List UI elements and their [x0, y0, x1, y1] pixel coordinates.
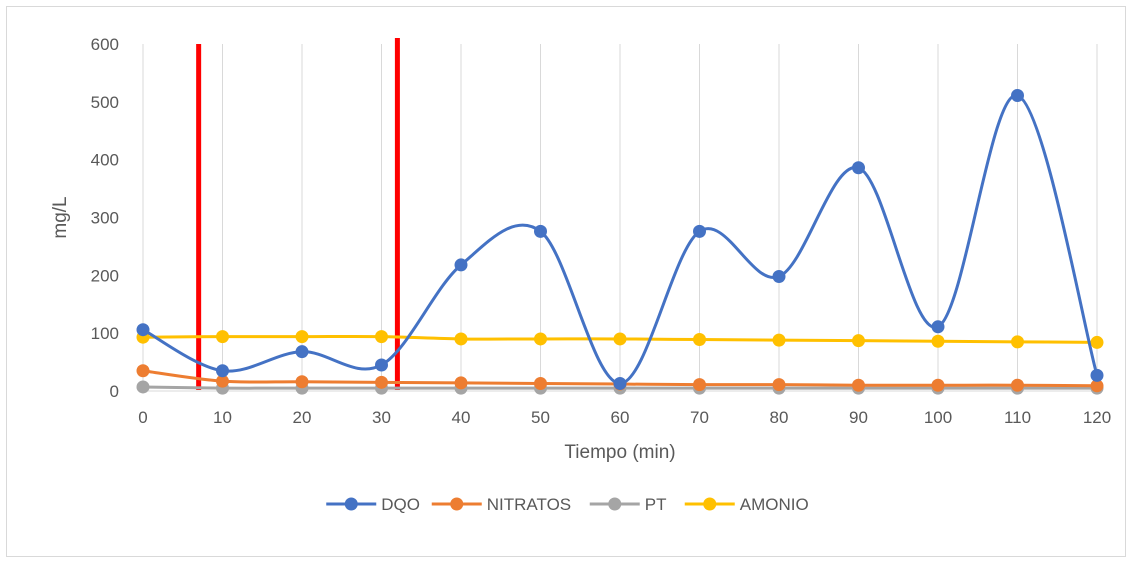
tick-labels: 0 100 200 300 400 500 600 0 10 20 30 40 50 60 70 80 90 10…: [91, 35, 1112, 427]
data-point-dqo: [216, 364, 229, 378]
legend-marker-dqo: [344, 497, 358, 511]
legend-item-nitratos: NITRATOS: [431, 495, 571, 514]
data-point-nitratos: [931, 378, 945, 392]
data-point-pt: [136, 380, 150, 394]
legend-item-amonio: AMONIO: [684, 495, 809, 514]
data-point-nitratos: [693, 378, 706, 392]
y-tick-label: 400: [91, 151, 119, 170]
data-point-dqo: [136, 323, 150, 337]
data-point-dqo: [613, 376, 627, 390]
legend-label-pt: PT: [645, 495, 667, 514]
y-tick-label: 100: [91, 324, 119, 343]
data-point-amonio: [454, 332, 468, 346]
data-point-nitratos: [772, 378, 786, 392]
data-point-dqo: [1011, 88, 1024, 102]
data-point-nitratos: [136, 364, 150, 378]
legend-marker-pt: [608, 497, 622, 511]
data-point-amonio: [534, 332, 547, 346]
legend-item-pt: PT: [589, 495, 667, 514]
data-point-dqo: [534, 224, 547, 238]
data-point-amonio: [375, 330, 388, 344]
x-tick-label: 20: [293, 408, 312, 427]
legend-marker-amonio: [703, 497, 717, 511]
data-point-dqo: [295, 345, 309, 359]
data-point-amonio: [1090, 335, 1104, 349]
x-tick-label: 120: [1083, 408, 1111, 427]
x-tick-label: 60: [611, 408, 630, 427]
data-point-nitratos: [454, 376, 468, 390]
y-tick-label: 600: [91, 35, 119, 54]
chart-container: 0 100 200 300 400 500 600 0 10 20 30 40 50 60 70 80 90 10…: [6, 6, 1126, 557]
x-tick-label: 110: [1004, 408, 1031, 427]
data-point-nitratos: [534, 376, 547, 390]
x-tick-label: 90: [849, 408, 868, 427]
y-tick-label: 500: [91, 93, 119, 112]
data-point-amonio: [772, 333, 786, 347]
data-point-nitratos: [375, 375, 388, 389]
x-tick-label: 70: [690, 408, 709, 427]
x-tick-label: 0: [138, 408, 147, 427]
data-point-amonio: [613, 332, 627, 346]
series-line-dqo: [142, 93, 1099, 385]
data-point-amonio: [693, 333, 706, 347]
annotation-lines: [196, 38, 400, 390]
legend: DQO NITRATOS PT AMONIO: [326, 495, 809, 514]
data-point-amonio: [931, 334, 945, 348]
y-tick-label: 0: [110, 382, 119, 401]
y-tick-label: 200: [91, 266, 119, 285]
legend-item-dqo: DQO: [326, 495, 420, 514]
data-point-dqo: [931, 320, 945, 334]
data-point-amonio: [852, 334, 865, 348]
series-amonio: [136, 330, 1104, 349]
data-point-nitratos: [1011, 378, 1024, 392]
data-point-dqo: [375, 358, 388, 372]
data-point-dqo: [693, 224, 706, 238]
legend-marker-nitratos: [450, 497, 464, 511]
y-tick-label: 300: [91, 209, 119, 228]
legend-label-amonio: AMONIO: [740, 495, 809, 514]
data-point-dqo: [1090, 368, 1104, 382]
x-axis-label: Tiempo (min): [564, 442, 675, 463]
y-axis-label: mg/L: [50, 196, 71, 238]
data-point-amonio: [216, 330, 229, 344]
x-tick-label: 80: [770, 408, 789, 427]
data-point-dqo: [852, 161, 865, 175]
series-group: [136, 88, 1104, 395]
data-point-dqo: [772, 269, 786, 283]
x-tick-label: 10: [213, 408, 232, 427]
legend-label-nitratos: NITRATOS: [487, 495, 571, 514]
data-point-amonio: [1011, 335, 1024, 349]
x-tick-label: 40: [452, 408, 471, 427]
x-tick-label: 50: [531, 408, 550, 427]
series-dqo: [136, 88, 1104, 390]
data-point-amonio: [295, 330, 309, 344]
data-point-nitratos: [852, 378, 865, 392]
data-point-nitratos: [1090, 379, 1104, 393]
data-point-nitratos: [216, 374, 229, 388]
x-tick-label: 30: [372, 408, 391, 427]
data-point-dqo: [454, 258, 468, 272]
legend-label-dqo: DQO: [381, 495, 420, 514]
x-tick-label: 100: [924, 408, 952, 427]
line-chart: 0 100 200 300 400 500 600 0 10 20 30 40 50 60 70 80 90 10…: [50, 35, 1112, 514]
data-point-nitratos: [295, 375, 309, 389]
